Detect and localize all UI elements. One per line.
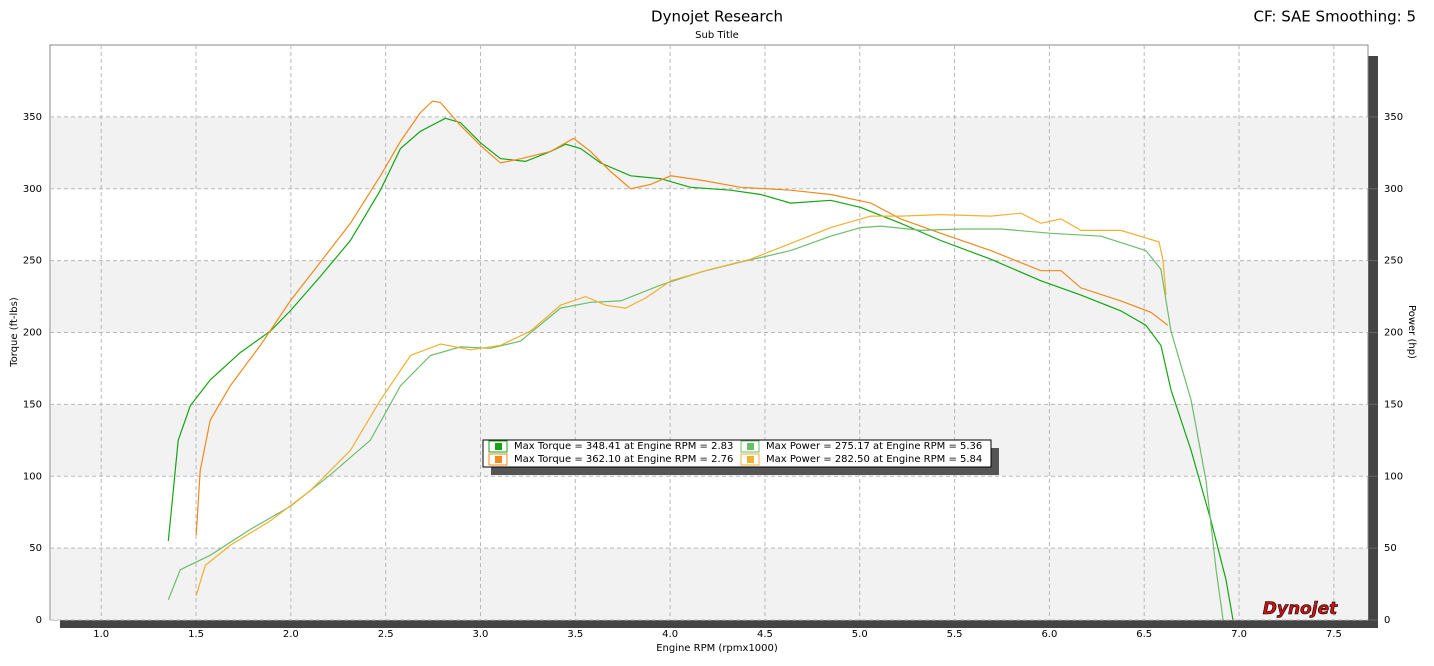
y-tick-label: 50 — [29, 543, 42, 554]
legend-label: Max Power = 282.50 at Engine RPM = 5.84 — [766, 454, 982, 465]
x-tick-label: 3.5 — [567, 629, 583, 640]
y-tick-label: 350 — [23, 112, 42, 123]
y-tick-label: 100 — [23, 471, 42, 482]
logo: Dynojet — [1263, 599, 1338, 619]
y2-tick-label: 100 — [1384, 471, 1403, 482]
x-tick-label: 1.5 — [188, 629, 204, 640]
chart-subtitle: Sub Title — [695, 30, 739, 41]
y2-tick-label: 150 — [1384, 399, 1403, 410]
y2-tick-label: 250 — [1384, 256, 1403, 267]
series-line — [167, 117, 1234, 621]
y-axis-label: Torque (ft-lbs) — [9, 297, 20, 368]
y2-tick-label: 0 — [1384, 615, 1390, 626]
y-tick-label: 150 — [23, 399, 42, 410]
x-tick-label: 5.5 — [947, 629, 963, 640]
legend-marker — [495, 456, 502, 463]
y-tick-label: 0 — [36, 615, 42, 626]
corner-text: CF: SAE Smoothing: 5 — [1253, 8, 1416, 26]
y2-tick-label: 200 — [1384, 328, 1403, 339]
x-tick-label: 7.0 — [1231, 629, 1247, 640]
grid-band — [51, 548, 1368, 620]
legend-box — [482, 439, 992, 468]
x-tick-label: 6.5 — [1136, 629, 1152, 640]
legend-marker — [495, 443, 502, 450]
y2-tick-label: 350 — [1384, 112, 1403, 123]
y-tick-label: 250 — [23, 256, 42, 267]
legend-label: Max Torque = 362.10 at Engine RPM = 2.76 — [514, 454, 733, 465]
series-line — [195, 100, 1169, 536]
chart-title: Dynojet Research — [651, 8, 783, 26]
x-tick-label: 1.0 — [93, 629, 109, 640]
legend-marker — [747, 456, 754, 463]
x-tick-label: 2.5 — [378, 629, 394, 640]
legend-label: Max Power = 275.17 at Engine RPM = 5.36 — [766, 441, 982, 452]
x-tick-label: 3.0 — [473, 629, 489, 640]
legend-label: Max Torque = 348.41 at Engine RPM = 2.83 — [514, 441, 733, 452]
series-line — [195, 212, 1167, 596]
grid-band — [51, 260, 1368, 333]
x-tick-label: 6.0 — [1041, 629, 1057, 640]
x-tick-label: 4.0 — [662, 629, 678, 640]
x-tick-label: 5.0 — [852, 629, 868, 640]
y-tick-label: 200 — [23, 328, 42, 339]
grid-band — [51, 116, 1368, 189]
x-tick-label: 4.5 — [757, 629, 773, 640]
y2-tick-label: 50 — [1384, 543, 1397, 554]
legend-marker — [747, 443, 754, 450]
y2-tick-label: 300 — [1384, 184, 1403, 195]
y-tick-label: 300 — [23, 184, 42, 195]
y2-axis-label: Power (hp) — [1406, 305, 1417, 359]
x-axis-label: Engine RPM (rpmx1000) — [656, 643, 778, 654]
x-tick-label: 7.5 — [1326, 629, 1342, 640]
x-tick-label: 2.0 — [283, 629, 299, 640]
